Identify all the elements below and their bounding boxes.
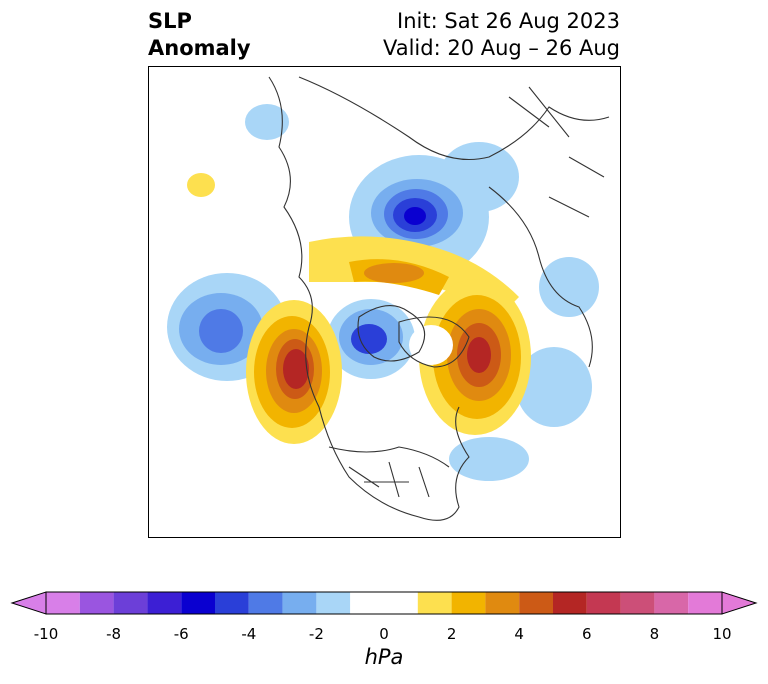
pacific-small-high [187, 173, 215, 197]
coastlines [268, 76, 610, 521]
colorbar-cell [46, 592, 80, 614]
colorbar-tick-label: 8 [649, 625, 660, 643]
arctic-islands [357, 305, 426, 362]
colorbar-tick-label: 4 [514, 625, 524, 643]
colorbar-cell [553, 592, 587, 614]
init-date: Init: Sat 26 Aug 2023 [397, 9, 620, 33]
north-america-coast [268, 76, 470, 521]
colorbar-cell [451, 592, 486, 614]
siberia-high-core [364, 263, 424, 283]
colorbar-cell [620, 592, 655, 614]
colorbar-cell [113, 592, 148, 614]
asia-borders [508, 86, 605, 218]
colorbar-tick-label: 6 [582, 625, 592, 643]
colorbar-cell [519, 592, 553, 614]
colorbar-tick-label: 2 [446, 625, 457, 643]
title-line-1: SLP [148, 9, 192, 33]
pacific-low-core [199, 309, 243, 353]
colorbar-cell [350, 592, 418, 614]
colorbar-frame [45, 591, 723, 615]
colorbar-cell [417, 592, 452, 614]
colorbar-cell [79, 592, 114, 614]
usa-border [328, 446, 450, 468]
arctic-neutral [409, 325, 453, 365]
slp-anomaly-map [148, 66, 621, 538]
map-canvas [167, 76, 610, 521]
atlantic-low [516, 347, 592, 427]
canada-high-core [283, 349, 309, 389]
title-line-2: Anomaly [148, 36, 251, 60]
colorbar-tick-label: -6 [173, 625, 189, 643]
colorbar-cell [654, 592, 689, 614]
colorbar-cell [147, 592, 182, 614]
map-title: SLP Anomaly [148, 8, 251, 62]
siberia-coast [298, 76, 610, 160]
atlantic-high-core [467, 337, 491, 373]
colorbar-cell [316, 592, 351, 614]
colorbar-tick-label: -2 [308, 625, 324, 643]
state-borders [348, 461, 430, 498]
colorbar [10, 591, 758, 615]
colorbar-units: hPa [364, 645, 404, 669]
colorbar-tick-label: 10 [712, 625, 732, 643]
colorbar-extend-high [721, 591, 758, 615]
colorbar-cell [248, 592, 283, 614]
valid-range: Valid: 20 Aug – 26 Aug [382, 36, 620, 60]
forecast-dates: Init: Sat 26 Aug 2023 Valid: 20 Aug – 26… [383, 8, 620, 62]
colorbar-cell [688, 592, 722, 614]
siberia-low-core [404, 207, 426, 225]
greenland [398, 316, 470, 368]
colorbar-tick-label: -10 [33, 625, 59, 643]
alaska-low [245, 104, 289, 140]
colorbar-cell [282, 592, 317, 614]
anomaly-field [167, 104, 599, 481]
colorbar-cell [586, 592, 621, 614]
colorbar-tick-label: 0 [379, 625, 389, 643]
colorbar-tick-label: -8 [106, 625, 122, 643]
arctic-low-core [351, 324, 387, 354]
colorbar-cell [485, 592, 520, 614]
atlantic-low-south [449, 437, 529, 481]
colorbar-cell [215, 592, 249, 614]
europe-low [539, 257, 599, 317]
colorbar-tick-label: -4 [241, 625, 257, 643]
colorbar-extend-low [10, 591, 47, 615]
colorbar-cell [181, 592, 215, 614]
europe-coast [488, 186, 593, 368]
